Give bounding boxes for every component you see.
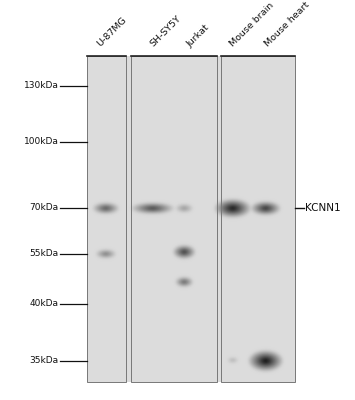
Bar — [87, 56, 126, 382]
Text: Mouse heart: Mouse heart — [263, 0, 312, 49]
Text: 40kDa: 40kDa — [29, 300, 59, 308]
Text: 100kDa: 100kDa — [24, 138, 59, 146]
Bar — [87, 56, 126, 382]
Bar — [221, 56, 295, 382]
Text: Jurkat: Jurkat — [185, 23, 211, 49]
Bar — [131, 56, 217, 382]
Bar — [131, 56, 217, 382]
Text: 130kDa: 130kDa — [24, 82, 59, 90]
Bar — [221, 56, 295, 382]
Text: 35kDa: 35kDa — [29, 356, 59, 365]
Text: SH-SY5Y: SH-SY5Y — [148, 14, 182, 49]
Text: KCNN1: KCNN1 — [305, 203, 340, 213]
Text: U-87MG: U-87MG — [95, 16, 128, 49]
Text: 70kDa: 70kDa — [29, 204, 59, 212]
Text: Mouse brain: Mouse brain — [228, 1, 275, 49]
Text: 55kDa: 55kDa — [29, 250, 59, 258]
